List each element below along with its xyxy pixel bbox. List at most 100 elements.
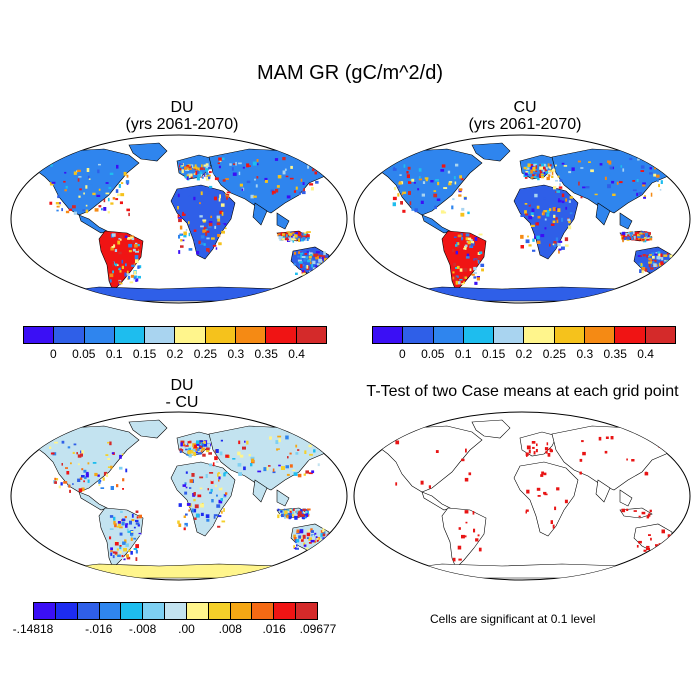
grid-cell: [132, 248, 136, 252]
grid-cell: [648, 258, 652, 261]
grid-cell: [321, 256, 324, 261]
grid-cell: [96, 194, 101, 197]
colorbar-swatch: [373, 327, 404, 343]
grid-cell: [300, 252, 304, 255]
grid-cell: [526, 166, 529, 168]
grid-cell: [271, 456, 274, 460]
grid-cell: [525, 509, 529, 512]
grid-cell: [444, 211, 447, 214]
grid-cell: [662, 265, 667, 269]
grid-cell: [648, 158, 652, 161]
grid-cell: [547, 163, 550, 167]
grid-cell: [119, 466, 123, 470]
grid-cell: [251, 458, 255, 463]
continent-greenland: [128, 419, 168, 439]
grid-cell: [123, 171, 127, 176]
grid-cell: [110, 486, 114, 490]
grid-cell: [188, 447, 192, 452]
grid-cell: [188, 232, 191, 237]
grid-cell: [455, 244, 458, 247]
grid-cell: [286, 234, 288, 238]
grid-cell: [546, 213, 550, 217]
grid-cell: [215, 247, 218, 250]
grid-cell: [250, 463, 253, 467]
grid-cell: [414, 208, 418, 213]
grid-cell: [520, 245, 524, 249]
grid-cell: [313, 449, 316, 453]
colorbar-swatch: [24, 327, 55, 343]
grid-cell: [211, 237, 215, 240]
grid-cell: [311, 168, 315, 172]
grid-cell: [314, 171, 318, 175]
grid-cell: [546, 442, 549, 446]
grid-cell: [231, 167, 234, 171]
grid-cell: [464, 276, 467, 279]
grid-cell: [286, 514, 289, 519]
grid-cell: [523, 166, 526, 170]
grid-cell: [179, 450, 182, 453]
grid-cell: [110, 465, 113, 469]
grid-cell: [524, 210, 527, 214]
grid-cell: [295, 238, 299, 240]
grid-cell: [300, 254, 303, 259]
grid-cell: [307, 529, 311, 532]
grid-cell: [422, 181, 426, 184]
grid-cell: [239, 183, 243, 187]
grid-cell: [559, 179, 563, 182]
grid-cell: [133, 276, 137, 279]
grid-cell: [536, 443, 538, 447]
grid-cell: [299, 536, 303, 540]
grid-cell: [277, 233, 282, 237]
grid-cell: [133, 537, 137, 540]
grid-cell: [120, 238, 122, 241]
grid-cell: [654, 162, 656, 167]
grid-cell: [177, 193, 180, 198]
continent-india-se-asia: [595, 479, 633, 507]
grid-cell: [559, 183, 561, 186]
grid-cell: [305, 231, 308, 235]
grid-cell: [136, 244, 140, 247]
grid-cell: [205, 168, 209, 171]
grid-cell: [561, 193, 565, 198]
grid-cell: [655, 270, 660, 274]
grid-cell: [84, 476, 87, 480]
grid-cell: [477, 252, 481, 255]
grid-cell: [641, 271, 644, 274]
grid-cell: [187, 167, 192, 170]
colorbar-swatch: [463, 327, 495, 343]
grid-cell: [563, 165, 568, 167]
grid-cell: [549, 448, 552, 450]
grid-cell: [121, 453, 124, 456]
grid-cell: [660, 180, 663, 184]
grid-cell: [241, 188, 244, 191]
grid-cell: [535, 174, 538, 176]
grid-cell: [126, 556, 131, 560]
grid-cell: [457, 244, 460, 248]
grid-cell: [458, 194, 462, 197]
grid-cell: [399, 174, 402, 176]
grid-cell: [272, 190, 276, 194]
grid-cell: [185, 445, 189, 447]
grid-cell: [58, 485, 61, 489]
grid-cell: [302, 236, 306, 241]
grid-cell: [250, 194, 254, 199]
grid-cell: [315, 180, 319, 184]
grid-cell: [311, 470, 315, 474]
grid-cell: [397, 186, 400, 189]
grid-cell: [116, 554, 119, 556]
grid-cell: [298, 165, 302, 170]
grid-cell: [114, 249, 118, 252]
grid-cell: [203, 440, 206, 444]
grid-cell: [243, 466, 246, 471]
grid-cell: [49, 182, 54, 186]
grid-cell: [307, 511, 309, 515]
grid-cell: [183, 231, 187, 236]
grid-cell: [524, 172, 528, 176]
grid-cell: [124, 274, 127, 277]
grid-cell: [242, 446, 246, 450]
grid-cell: [320, 533, 323, 538]
grid-cell: [471, 273, 475, 276]
grid-cell: [537, 165, 540, 168]
grid-cell: [460, 177, 464, 181]
grid-cell: [276, 185, 280, 188]
